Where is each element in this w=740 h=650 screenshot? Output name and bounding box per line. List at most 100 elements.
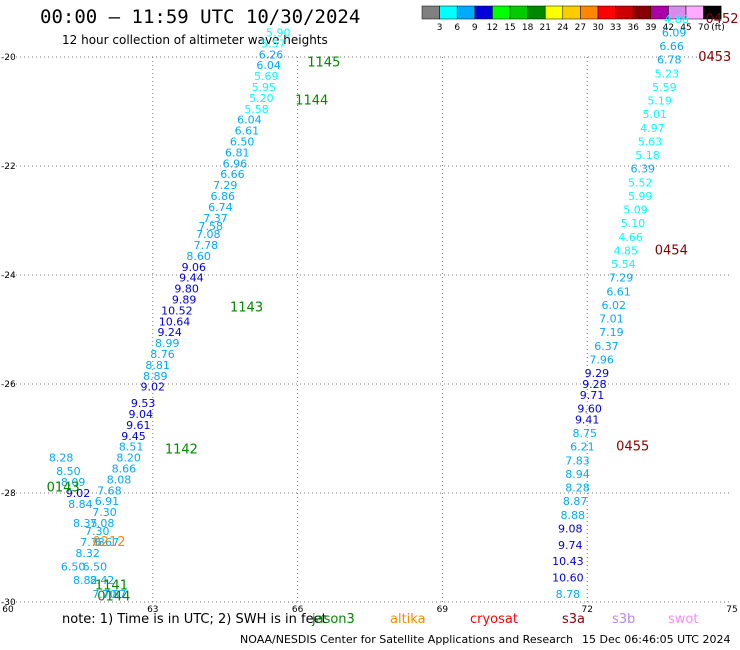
wave-height-value: 7.01 (599, 313, 624, 326)
legend-tick-label: 36 (627, 23, 639, 33)
pass-time-label: 0452 (705, 12, 738, 27)
wave-height-value: 6.04 (237, 114, 262, 127)
chart-axes: 60 63 66 69 72 75 -20 -22 -24 -26 -28 -30 (1, 53, 738, 615)
wave-height-value: 7.96 (589, 353, 614, 366)
satellite-s3b: s3b (612, 612, 636, 627)
legend-tick-label: 15 (504, 23, 515, 33)
wave-height-value: 8.78 (556, 588, 581, 601)
wave-height-value: 4.86 (664, 13, 689, 26)
wave-height-value: 10.43 (552, 555, 584, 568)
pass-time-label: 1142 (165, 442, 198, 457)
legend-tick-label: 39 (645, 23, 657, 33)
wave-height-value: 6.81 (225, 146, 250, 159)
wave-height-value: 9.02 (141, 381, 166, 394)
wave-height-value: 5.59 (652, 81, 677, 94)
x-tick-label: 75 (726, 605, 737, 615)
satellite-s3a: s3a (562, 612, 586, 627)
page-title: 00:00 — 11:59 UTC 10/30/2024 (40, 6, 361, 28)
wave-height-value: 6.50 (230, 135, 255, 148)
wave-height-value: 8.66 (112, 462, 137, 475)
wave-height-value: 5.58 (244, 103, 269, 116)
pass-time-label: 1144 (295, 94, 328, 109)
wave-height-value: 7.37 (203, 212, 228, 225)
wave-height-value: 9.41 (575, 413, 600, 426)
wave-height-value: 7.58 (198, 220, 223, 233)
wave-height-value: 6.96 (223, 157, 248, 170)
legend-swatch (439, 5, 458, 20)
legend-swatch (615, 5, 634, 20)
x-tick-label: 63 (147, 605, 158, 615)
x-tick-label: 60 (2, 605, 14, 615)
wave-height-value: 8.09 (61, 476, 86, 489)
wave-height-value: 8.87 (563, 495, 588, 508)
wave-height-value: 8.75 (573, 427, 598, 440)
legend-tick-label: 24 (557, 23, 569, 33)
wave-height-value: 9.89 (172, 294, 197, 307)
legend-swatch (527, 5, 546, 20)
y-tick-label: -24 (1, 271, 16, 281)
wave-height-value: 7.30 (85, 525, 110, 538)
wave-height-value: 9.44 (179, 272, 204, 285)
wave-height-value: 6.04 (256, 59, 281, 72)
legend-swatch (580, 5, 599, 20)
y-tick-label: -26 (1, 380, 16, 390)
wave-height-value: 4.97 (640, 122, 665, 135)
wave-height-value: 9.29 (585, 367, 610, 380)
legend-tick-label: 45 (680, 23, 691, 33)
satellite-swot: swot (668, 612, 699, 627)
wave-height-value: 5.10 (621, 217, 646, 230)
x-tick-label: 66 (292, 605, 304, 615)
wave-height-value: 6.37 (594, 340, 619, 353)
wave-height-value: 10.52 (161, 304, 193, 317)
wave-height-value: 6.61 (606, 285, 631, 298)
wave-height-value: 6.21 (570, 441, 595, 454)
data-points: 7.707.878.428.826.506.508.327.786.677.30… (49, 13, 689, 601)
legend-swatch (703, 5, 722, 20)
wave-height-value: 7.08 (90, 517, 115, 530)
pass-time-label: 0143 (47, 481, 80, 496)
wave-height-value: 9.74 (558, 539, 583, 552)
legend-tick-label: 9 (472, 23, 478, 33)
wave-height-value: 8.28 (565, 482, 590, 495)
chart-grid (8, 56, 732, 603)
legend-tick-label: 21 (539, 23, 550, 33)
wave-height-value: 8.84 (68, 498, 93, 511)
pass-time-label: 0144 (97, 590, 130, 605)
wave-height-value: 7.78 (194, 239, 219, 252)
wave-height-value: 6.26 (259, 48, 284, 61)
legend-tick-label: 3 (437, 23, 443, 33)
pass-time-label: 0212 (92, 535, 125, 550)
legend-tick-label: 6 (454, 23, 460, 33)
wave-height-value: 6.39 (630, 163, 655, 176)
wave-height-value: 6.66 (220, 168, 245, 181)
wave-height-value: 7.68 (97, 484, 122, 497)
legend-tick-label: 18 (522, 23, 534, 33)
wave-height-value: 6.50 (83, 561, 108, 574)
legend-tick-label: 33 (610, 23, 621, 33)
legend-swatch (562, 5, 581, 20)
wave-height-value: 5.63 (638, 135, 663, 148)
wave-height-value: 5.57 (261, 37, 286, 50)
satellite-jason3: jason3 (312, 612, 355, 627)
wave-height-value: 8.89 (143, 370, 168, 383)
legend-tick-label: 27 (575, 23, 586, 33)
wave-height-value: 5.69 (254, 70, 279, 83)
wave-height-value: 9.60 (577, 403, 602, 416)
wave-height-value: 7.08 (196, 228, 221, 241)
legend-swatch (492, 5, 511, 20)
wave-height-value: 5.19 (647, 95, 672, 108)
wave-height-value: 8.32 (75, 547, 100, 560)
y-tick-label: -22 (1, 162, 16, 172)
page-subtitle: 12 hour collection of altimeter wave hei… (62, 33, 328, 47)
wave-height-value: 8.82 (73, 574, 98, 587)
wave-height-value: 4.66 (618, 231, 643, 244)
satellite-altika: altika (390, 612, 426, 627)
wave-height-value: 9.71 (580, 389, 605, 402)
y-tick-label: -20 (1, 53, 16, 63)
wave-height-value: 8.81 (145, 359, 170, 372)
legend-tick-label: 30 (592, 23, 604, 33)
wave-height-value: 8.20 (116, 452, 141, 465)
wave-height-value: 9.04 (128, 408, 153, 421)
